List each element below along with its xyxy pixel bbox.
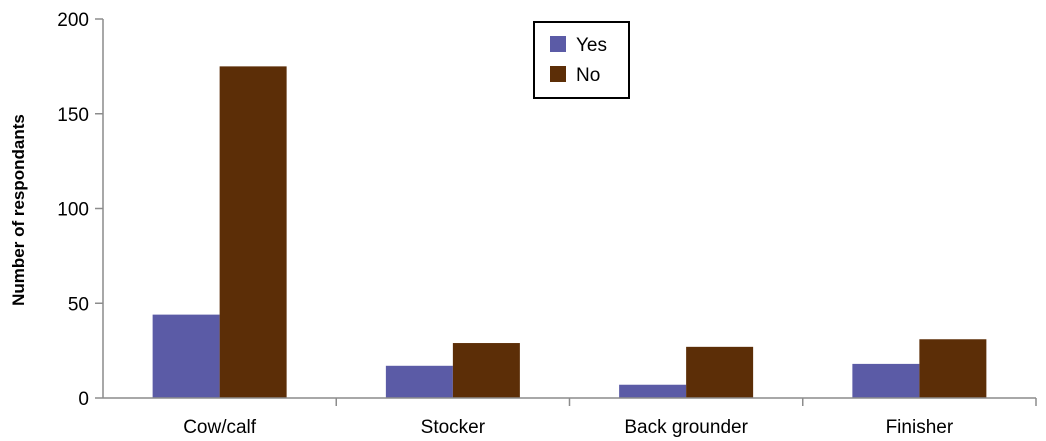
x-tick-label: Back grounder xyxy=(624,417,748,438)
bar-no-1 xyxy=(452,343,520,398)
bars-group xyxy=(152,66,987,398)
axes-group: 0 50 100 150 200 Cow/calf Stocker Back grounder… xyxy=(57,10,1037,438)
legend: Yes No xyxy=(533,21,630,99)
bar-no-3 xyxy=(919,339,987,398)
x-tick-label: Finisher xyxy=(886,417,954,438)
legend-label-yes: Yes xyxy=(576,35,607,56)
bar-yes-1 xyxy=(385,365,453,398)
bar-yes-0 xyxy=(152,314,220,398)
bar-no-2 xyxy=(686,346,754,398)
y-tick-label: 100 xyxy=(57,200,89,221)
y-axis-title: Number of respondants xyxy=(9,114,28,306)
x-tick-label: Cow/calf xyxy=(183,417,257,438)
legend-swatch-no xyxy=(550,66,566,82)
y-tick-label: 200 xyxy=(57,10,89,31)
legend-box xyxy=(533,21,630,99)
bar-yes-2 xyxy=(619,384,687,398)
legend-swatch-yes xyxy=(550,36,566,52)
y-tick-label: 0 xyxy=(78,389,89,410)
legend-label-no: No xyxy=(576,65,600,86)
y-tick-label: 150 xyxy=(57,105,89,126)
x-tick-label: Stocker xyxy=(421,417,486,438)
bar-yes-3 xyxy=(852,363,920,398)
bar-no-0 xyxy=(219,66,287,398)
y-tick-label: 50 xyxy=(68,294,89,315)
